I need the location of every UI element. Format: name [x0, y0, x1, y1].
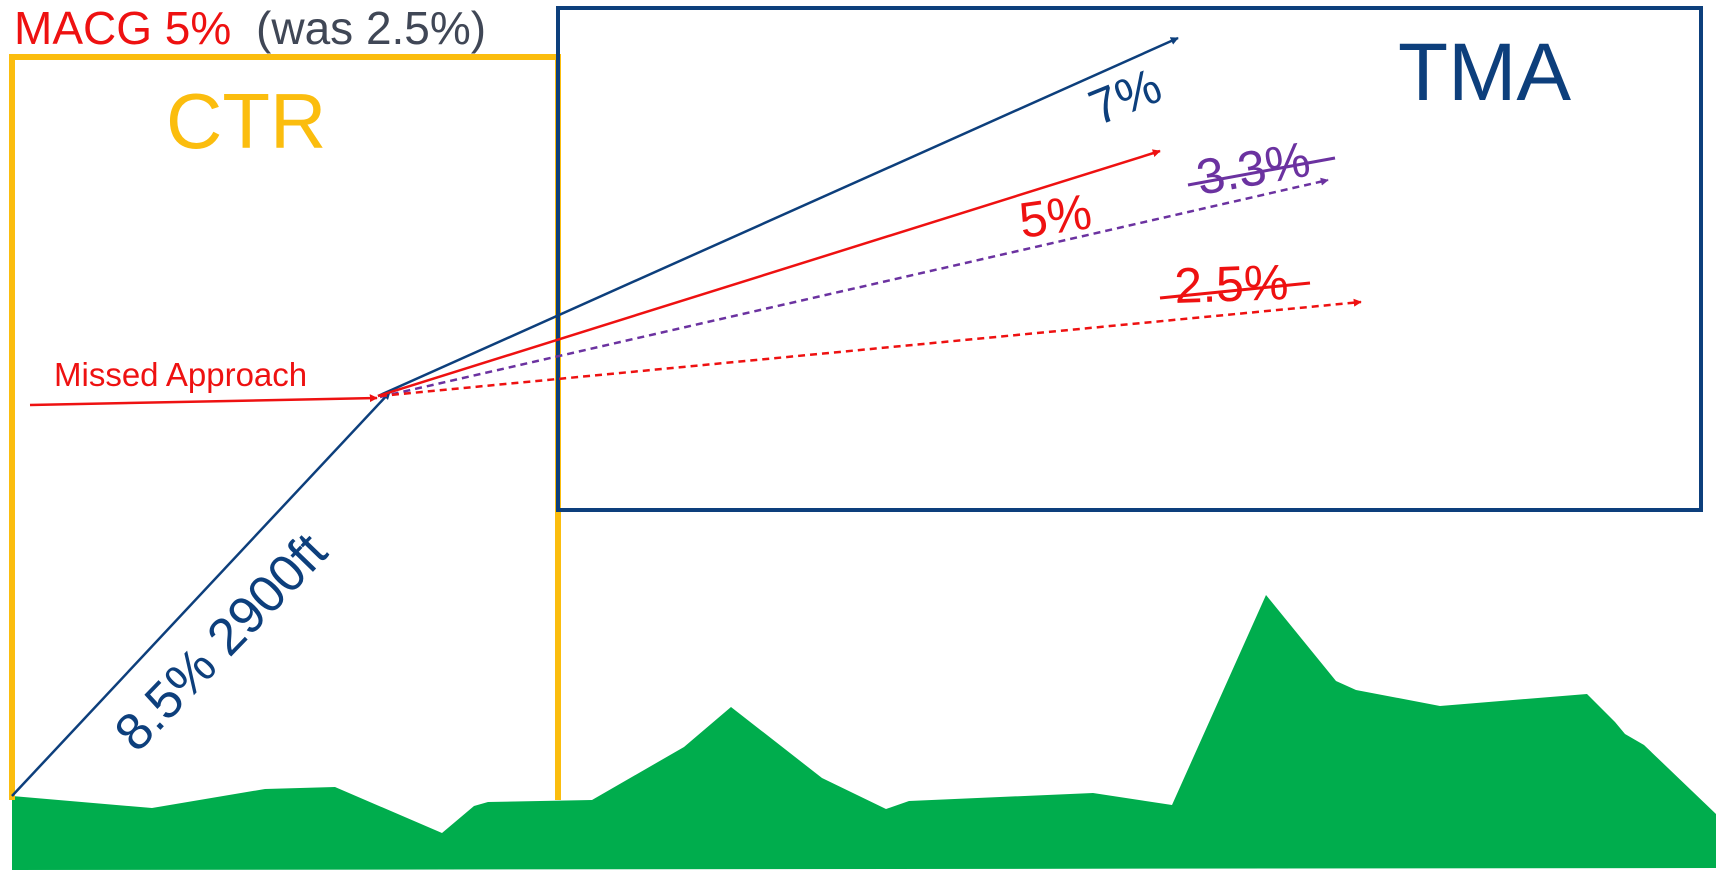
- gradient-5-line: [377, 149, 1161, 398]
- gradient-3-3-label: 3.3%: [1192, 131, 1314, 206]
- ctr-label: CTR: [166, 77, 326, 165]
- initial-climb-label: 8.5% 2900ft: [104, 522, 339, 762]
- gradient-2-5-line: [379, 298, 1362, 398]
- tma-label: TMA: [1398, 27, 1571, 118]
- macg-title-main: MACG 5%: [14, 2, 231, 54]
- ctr-boundary: [9, 54, 561, 800]
- tma-boundary: [556, 6, 1703, 512]
- missed-approach-label: Missed Approach: [54, 356, 307, 393]
- gradient-3-3-line: [379, 177, 1329, 399]
- gradient-5-label: 5%: [1016, 183, 1095, 249]
- gradient-3-3-strike: [1187, 156, 1336, 187]
- macg-title-note: (was 2.5%): [256, 2, 486, 54]
- initial-climb-line: [11, 391, 391, 797]
- gradient-2-5-strike: [1159, 281, 1311, 300]
- gradient-7-label: 7%: [1081, 57, 1169, 136]
- missed-approach-arrow: [29, 394, 378, 407]
- macg-title: MACG 5% (was 2.5%): [14, 2, 486, 54]
- gradient-7-line: [377, 36, 1179, 398]
- gradient-2-5-label: 2.5%: [1173, 254, 1289, 314]
- terrain-profile: [12, 595, 1716, 870]
